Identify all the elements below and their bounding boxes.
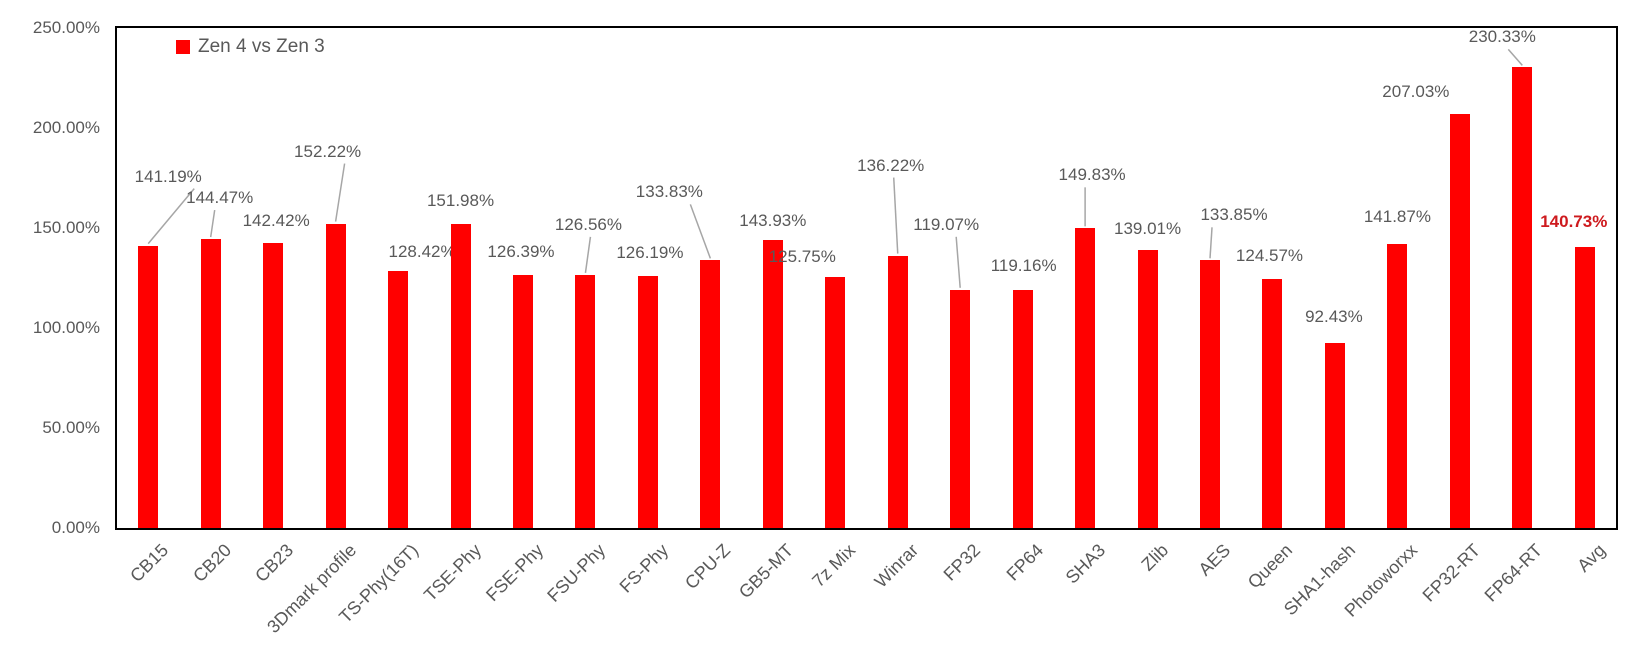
data-label-photoworxx: 141.87% [1363, 207, 1431, 227]
data-label-tse-phy: 151.98% [426, 191, 495, 211]
data-label-sha3: 149.83% [1058, 165, 1126, 185]
data-label-queen: 124.57% [1235, 245, 1304, 265]
data-label-fsu-phy: 126.56% [554, 214, 622, 234]
data-label-avg: 140.73% [1540, 211, 1608, 231]
bar-sha3 [1075, 228, 1096, 528]
bar-cb20 [200, 239, 221, 528]
bar-cpu-z [700, 260, 721, 528]
bar-ts-phy-16t [388, 271, 409, 528]
data-label-fse-phy: 126.39% [487, 242, 555, 262]
bar-winrar [887, 255, 908, 528]
bar-sha1-hash [1324, 343, 1345, 528]
bar-cb15 [138, 245, 159, 528]
bar-aes [1200, 260, 1221, 528]
bar-gb5-mt [762, 240, 783, 528]
data-label-cb15: 141.19% [134, 166, 202, 186]
legend: Zen 4 vs Zen 3 [176, 36, 325, 58]
data-label-cpu-z: 133.83% [635, 182, 703, 202]
data-label-3dmark-profile: 152.22% [294, 141, 362, 161]
data-label-fp32: 119.07% [913, 214, 980, 234]
data-label-7z-mix: 125.75% [768, 246, 836, 266]
data-label-fp64-rt: 230.33% [1468, 27, 1536, 47]
data-label-aes: 133.85% [1200, 205, 1268, 225]
y-axis-tick-label: 0.00% [51, 518, 100, 537]
legend-label: Zen 4 vs Zen 3 [198, 36, 325, 57]
bar-fp32 [950, 289, 971, 528]
y-axis-tick-label: 200.00% [32, 118, 100, 137]
bar-fs-phy [637, 275, 658, 528]
bar-fsu-phy [575, 274, 596, 528]
data-label-fp32-rt: 207.03% [1382, 81, 1450, 101]
data-label-cb20: 144.47% [186, 188, 254, 208]
data-label-fp64: 119.16% [990, 255, 1057, 275]
bar-3dmark-profile [325, 223, 346, 528]
x-axis-label-cb15: CB15 [126, 540, 173, 586]
y-axis-tick-label: 250.00% [32, 18, 100, 37]
data-label-ts-phy-16t: 128.42% [388, 242, 456, 262]
bar-zlib [1137, 249, 1158, 528]
bar-fp64-rt [1512, 67, 1533, 528]
y-axis-tick-label: 100.00% [32, 318, 100, 337]
bar-7z-mix [825, 276, 846, 528]
data-label-zlib: 139.01% [1114, 218, 1182, 238]
data-label-sha1-hash: 92.43% [1305, 307, 1363, 327]
bar-avg [1574, 246, 1595, 528]
bar-queen [1262, 278, 1283, 528]
bar-tse-phy [450, 224, 471, 528]
y-axis-tick-label: 150.00% [32, 218, 100, 237]
bar-fse-phy [512, 275, 533, 528]
data-label-winrar: 136.22% [857, 155, 925, 175]
bar-fp32-rt [1449, 113, 1470, 528]
y-axis-tick-label: 50.00% [42, 418, 100, 437]
bar-photoworxx [1387, 244, 1408, 528]
legend-marker-icon [176, 40, 190, 54]
bar-cb23 [263, 243, 284, 528]
data-label-gb5-mt: 143.93% [739, 211, 807, 231]
data-label-cb23: 142.42% [242, 211, 310, 231]
data-label-fs-phy: 126.19% [616, 242, 684, 262]
bar-fp64 [1012, 289, 1033, 528]
